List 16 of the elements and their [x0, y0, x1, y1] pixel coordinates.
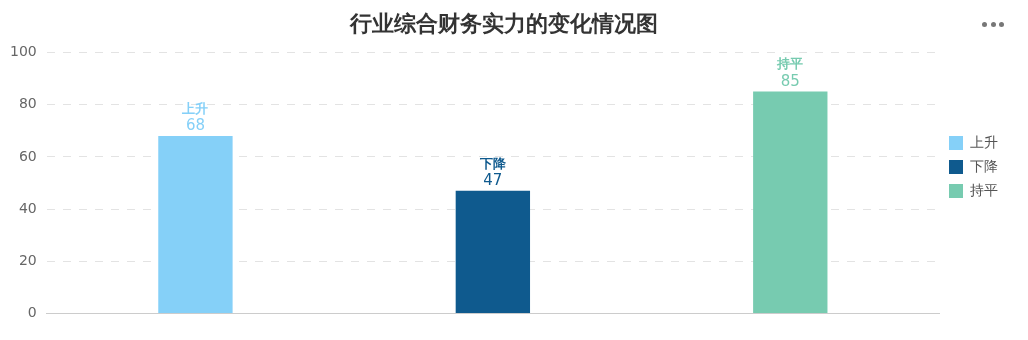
y-tick-label: 40	[18, 199, 37, 216]
data-label: 47	[483, 171, 503, 190]
chart-title: 行业综合财务实力的变化情况图	[349, 10, 658, 36]
y-tick-label: 60	[18, 147, 37, 164]
y-tick-label: 100	[9, 43, 37, 60]
legend-label: 上升	[970, 133, 998, 150]
data-label: 68	[185, 116, 205, 135]
data-label: 85	[780, 71, 800, 90]
y-tick-label: 80	[18, 95, 37, 112]
legend-label: 下降	[970, 157, 998, 174]
y-tick-label: 20	[18, 252, 37, 268]
text: 持平	[777, 56, 804, 72]
text: 下降	[479, 155, 506, 171]
legend-label: 持平	[970, 181, 998, 198]
text: 上升	[182, 100, 209, 116]
y-tick-label: 0	[27, 304, 37, 321]
